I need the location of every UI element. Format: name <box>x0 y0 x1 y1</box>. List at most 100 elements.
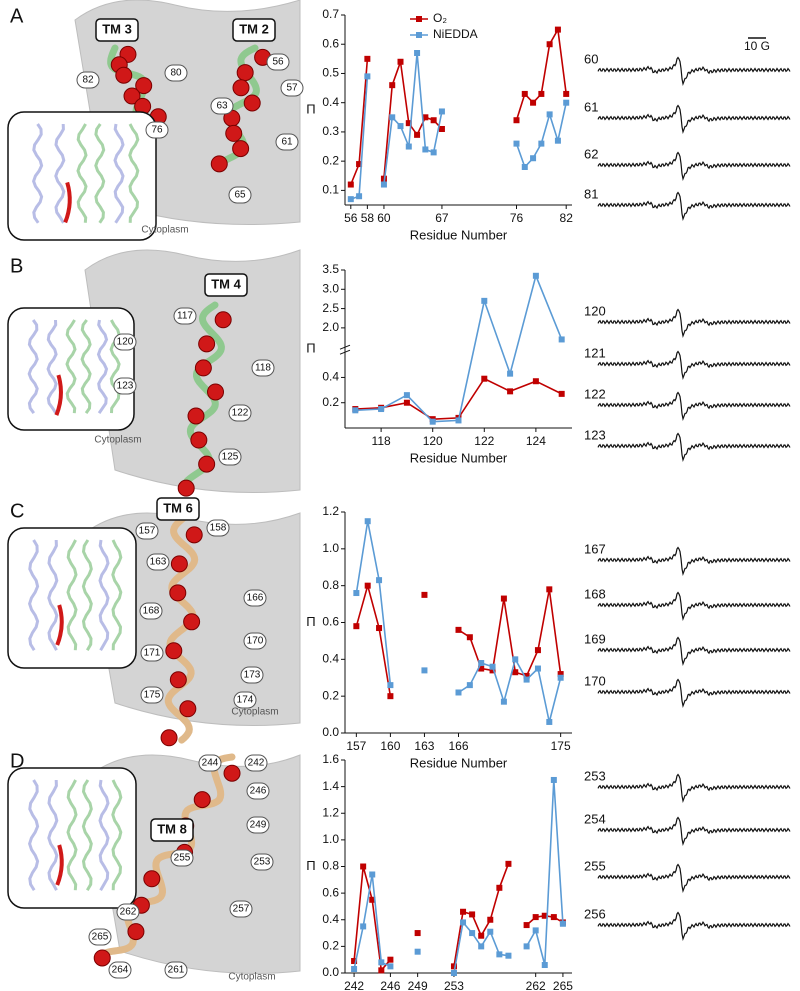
residue-label-box <box>275 133 299 151</box>
y-tick-label: 0.4 <box>322 652 339 666</box>
residue-label-box <box>243 632 267 650</box>
x-axis-label: Residue Number <box>410 227 508 242</box>
spin-label-sphere <box>135 77 153 95</box>
x-axis-label: Residue Number <box>410 450 508 465</box>
residue-label: 122 <box>232 408 249 419</box>
epr-spectrum <box>597 636 791 667</box>
residue-label-box <box>240 666 264 684</box>
residue-label-box <box>280 79 304 97</box>
epr-spectrum <box>597 678 791 709</box>
x-tick-label: 166 <box>448 739 468 753</box>
x-tick-label: 175 <box>551 739 571 753</box>
data-point <box>376 577 383 584</box>
residue-label-box <box>251 359 275 377</box>
data-point <box>557 674 564 681</box>
residue-label: 170 <box>247 636 264 647</box>
data-point <box>500 595 507 602</box>
data-point <box>351 958 358 965</box>
data-point <box>469 930 476 937</box>
inset-helix <box>47 779 59 891</box>
legend-marker <box>416 32 422 38</box>
residue-label: 61 <box>281 137 293 148</box>
data-point <box>397 58 404 65</box>
inset-helix <box>96 319 109 414</box>
spin-label-sphere <box>170 555 188 573</box>
data-point <box>369 896 376 903</box>
epr-spectrum <box>597 816 791 847</box>
panel-letter: C <box>10 500 24 522</box>
x-tick-label: 82 <box>560 211 574 225</box>
y-tick-label: 2.5 <box>322 301 339 315</box>
x-tick-label: 265 <box>553 979 573 991</box>
data-point <box>378 959 385 966</box>
spin-label-sphere <box>194 359 212 377</box>
data-point <box>450 963 457 970</box>
data-point <box>356 161 363 168</box>
series-line <box>355 377 563 421</box>
scale-bar-label: 10 G <box>744 39 770 53</box>
inset-helix <box>81 779 93 891</box>
data-point <box>505 860 512 867</box>
residue-label-box <box>228 404 252 422</box>
residue-label-box <box>246 816 270 834</box>
y-tick-label: 1.2 <box>322 805 339 819</box>
epr-spectrum <box>597 911 791 942</box>
spin-label-sphere <box>169 671 187 689</box>
data-point <box>378 967 385 974</box>
data-point <box>422 146 429 153</box>
data-point <box>554 137 561 144</box>
epr-spectrum <box>597 308 791 339</box>
inset-box <box>7 527 137 669</box>
data-point <box>421 667 428 674</box>
data-point <box>353 623 360 630</box>
residue-label-box <box>116 903 140 921</box>
spin-label-sphere <box>198 455 216 473</box>
legend-marker <box>416 16 422 22</box>
residue-label: 65 <box>234 190 246 201</box>
spin-label-sphere <box>225 124 243 142</box>
epr-spectrum <box>597 104 791 135</box>
data-point <box>546 41 553 48</box>
residue-label-box <box>173 307 197 325</box>
data-point <box>414 948 421 955</box>
y-tick-label: 0.0 <box>322 725 339 739</box>
spectrum-label: 121 <box>584 345 606 360</box>
helix <box>164 513 199 744</box>
residue-label: 242 <box>248 758 265 769</box>
y-tick-label: 0.4 <box>322 95 339 109</box>
spectrum-label: 167 <box>584 541 606 556</box>
data-point <box>550 914 557 921</box>
data-point <box>523 672 530 679</box>
epr-spectrum <box>597 546 791 577</box>
cytoplasm-label: Cytoplasm <box>228 972 275 983</box>
y-tick-label: 0.2 <box>322 688 339 702</box>
inset-helix <box>98 539 110 651</box>
x-tick-label: 120 <box>423 434 443 448</box>
helix-label-box <box>156 497 200 521</box>
y-tick-label: 0.3 <box>322 124 339 138</box>
residue-label: 257 <box>233 904 250 915</box>
residue-label-box <box>145 121 169 139</box>
data-point <box>487 916 494 923</box>
y-axis-label: Π <box>306 858 315 873</box>
spin-label-sphere <box>232 140 250 158</box>
data-point <box>500 698 507 705</box>
data-point <box>403 399 410 406</box>
y-tick-label: 1.4 <box>322 779 339 793</box>
legend-label: O₂ <box>433 11 447 25</box>
data-point <box>512 669 519 676</box>
spin-label-sphere <box>210 155 228 173</box>
data-point <box>455 417 462 424</box>
data-point <box>496 884 503 891</box>
data-point <box>466 634 473 641</box>
residue-label: 265 <box>92 932 109 943</box>
spin-label-sphere <box>232 79 250 97</box>
data-point <box>478 943 485 950</box>
y-tick-label: 0.2 <box>322 153 339 167</box>
data-point <box>353 590 360 597</box>
spectrum-label: 123 <box>584 427 606 442</box>
x-tick-label: 67 <box>435 211 449 225</box>
data-point <box>455 689 462 696</box>
spin-label-sphere <box>187 407 205 425</box>
y-tick-label: 0.8 <box>322 578 339 592</box>
